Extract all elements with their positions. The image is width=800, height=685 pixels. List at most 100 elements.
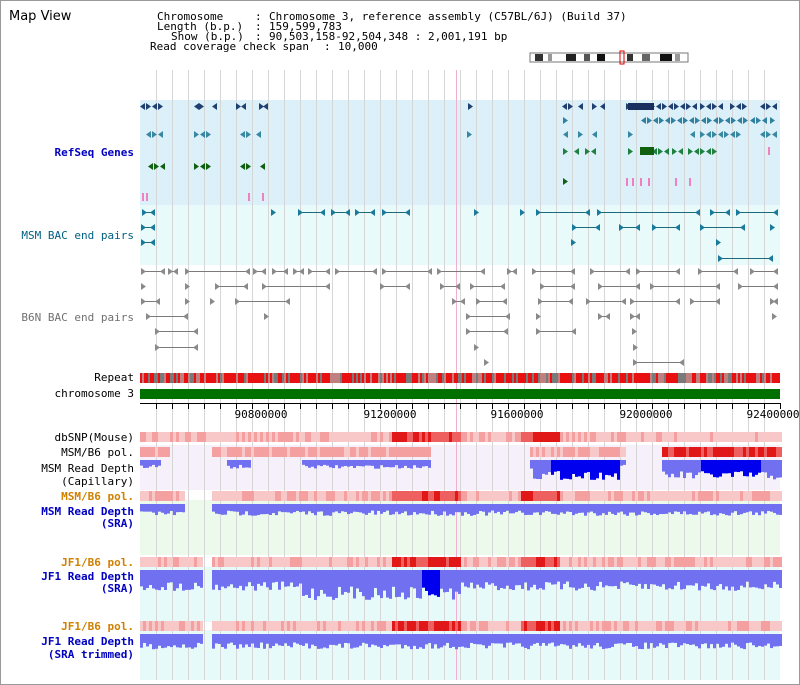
jf1-pol-2-density [245,621,248,631]
jf1-trim-bar [338,634,341,644]
msm-bac-end [635,224,640,231]
jf1-depth-bar [563,570,566,584]
repeat-segment [698,373,700,383]
jf1-trim-bar [542,634,545,644]
dbsnp-density [650,432,653,442]
jf1-trim-bar [296,634,299,644]
b6n-bac-end [773,268,778,275]
jf1-depth-bar [218,570,221,591]
msm-pol-2-density [503,491,506,501]
msm-depth-sra-bar [416,504,419,515]
jf1-pol-2-density [350,621,353,631]
dbsnp-density [491,432,494,442]
repeat-segment [404,373,406,383]
repeat-segment [762,373,764,383]
dbsnp-density [338,432,341,442]
msm-depth-sra-bar [779,504,782,515]
msm-pol-density [350,447,353,457]
jf1-depth-bar [749,570,752,588]
repeat-segment [596,373,598,383]
msm-depth-sra-bar [305,504,308,515]
jf1-trim-bar [746,634,749,644]
msm-pol-2-density [245,491,248,501]
b6n-bac-end [380,283,385,290]
jf1-pol-density [689,557,692,567]
msm-pol-2-density [527,491,530,501]
msm-depth-sra-bar [596,504,599,516]
gene-mark [675,178,677,186]
dbsnp-density [467,432,470,442]
dbsnp-density [620,432,623,442]
jf1-pol-density [503,557,506,567]
repeat-segment [684,373,686,383]
track-label-refseq[interactable]: RefSeq Genes [54,146,134,159]
msm-depth-sra-bar [464,504,467,513]
repeat-segment [652,373,654,383]
msm-pol-2-density [173,491,176,501]
msm-pol-2-density [431,491,434,501]
jf1-pol-2-density [275,621,278,631]
dbsnp-density [530,432,533,442]
gene-feature [662,103,667,110]
msm-depth-sra-bar [404,504,407,512]
gene-feature [641,117,646,124]
track-label-msm-bac[interactable]: MSM BAC end pairs [21,229,134,242]
msm-pol-2-density [263,491,266,501]
b6n-bac-end [598,283,603,290]
gene-feature [683,117,688,124]
jf1-pol-2-density [413,621,416,631]
dbsnp-density [587,432,590,442]
jf1-trim-bar [506,634,509,643]
jf1-depth-bar [293,570,296,588]
gene-feature [578,131,583,138]
jf1-pol-2-density [374,621,377,631]
jf1-pol-2-density [734,621,737,631]
msm-bac-end [718,255,723,262]
msm-pol-2-density [179,491,182,501]
jf1-pol-density [635,557,638,567]
msm-pol-2-density [530,491,533,501]
msm-pol-2-density [761,491,764,501]
jf1-pol-density [716,557,719,567]
jf1-depth-bar [146,570,149,589]
gene-feature [694,148,699,155]
jf1-pol-density [422,557,425,567]
jf1-pol-2-density [251,621,254,631]
repeat-segment [458,373,460,383]
msm-depth-sra-bar [635,504,638,516]
jf1-pol-density [236,557,239,567]
msm-pol-2-density [317,491,320,501]
gene-feature [647,117,652,124]
msm-pol-density [296,447,299,457]
gene-feature [628,131,633,138]
msm-depth-cap-bar [665,460,668,475]
msm-depth-sra-bar [689,504,692,514]
repeat-segment [606,373,608,383]
msm-pol-density [161,447,164,457]
repeat-segment [370,373,372,383]
jf1-trim-bar [380,634,383,649]
msm-depth-cap-bar [302,460,305,465]
msm-depth-cap-bar [746,460,749,477]
jf1-depth-bar [305,570,308,595]
gene-mark [768,147,770,155]
msm-depth-cap-bar [779,460,782,478]
gene-mark [689,178,691,186]
msm-depth-cap-bar [572,460,575,474]
repeat-segment [264,373,266,383]
repeat-segment [516,373,518,383]
b6n-bac-end [536,313,541,320]
gene-feature [688,148,693,155]
jf1-pol-density [257,557,260,567]
jf1-pol-2-density [467,621,470,631]
jf1-trim-bar [221,634,224,648]
msm-pol-density [164,447,167,457]
repeat-segment [736,373,738,383]
b6n-bac-end [621,298,626,305]
msm-pol-density [725,447,728,457]
jf1-pol-density [779,557,782,567]
msm-pol-2-density [506,491,509,501]
msm-depth-sra-bar [365,504,368,515]
track-label-b6n-bac[interactable]: B6N BAC end pairs [21,311,134,324]
